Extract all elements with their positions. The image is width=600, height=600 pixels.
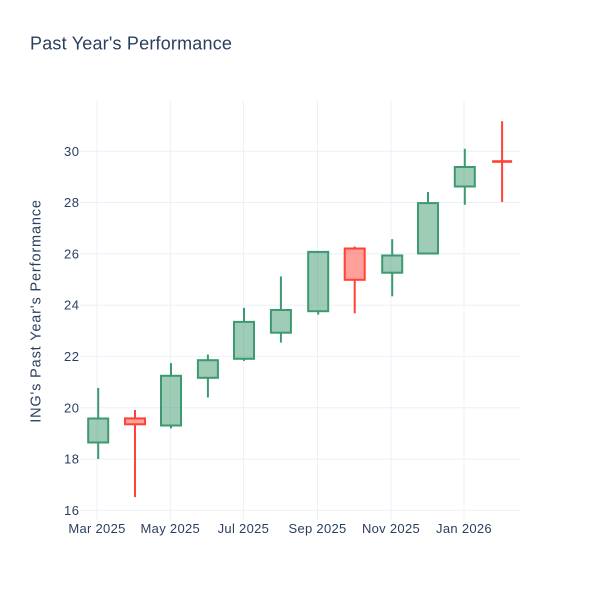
svg-text:20: 20	[64, 400, 79, 415]
svg-text:Sep 2025: Sep 2025	[288, 521, 346, 536]
svg-text:28: 28	[64, 195, 79, 210]
svg-text:22: 22	[64, 349, 79, 364]
svg-text:May 2025: May 2025	[141, 521, 201, 536]
svg-text:Jan 2026: Jan 2026	[436, 521, 492, 536]
svg-text:18: 18	[64, 452, 79, 467]
svg-text:Past Year's Performance: Past Year's Performance	[30, 34, 232, 54]
svg-text:Mar 2025: Mar 2025	[68, 521, 125, 536]
svg-text:30: 30	[64, 144, 79, 159]
svg-text:26: 26	[64, 246, 79, 261]
svg-text:24: 24	[64, 298, 79, 313]
svg-text:ING's Past Year's Performance: ING's Past Year's Performance	[29, 199, 45, 423]
svg-text:Jul 2025: Jul 2025	[218, 521, 270, 536]
svg-text:Nov 2025: Nov 2025	[362, 521, 420, 536]
svg-text:16: 16	[64, 503, 79, 518]
